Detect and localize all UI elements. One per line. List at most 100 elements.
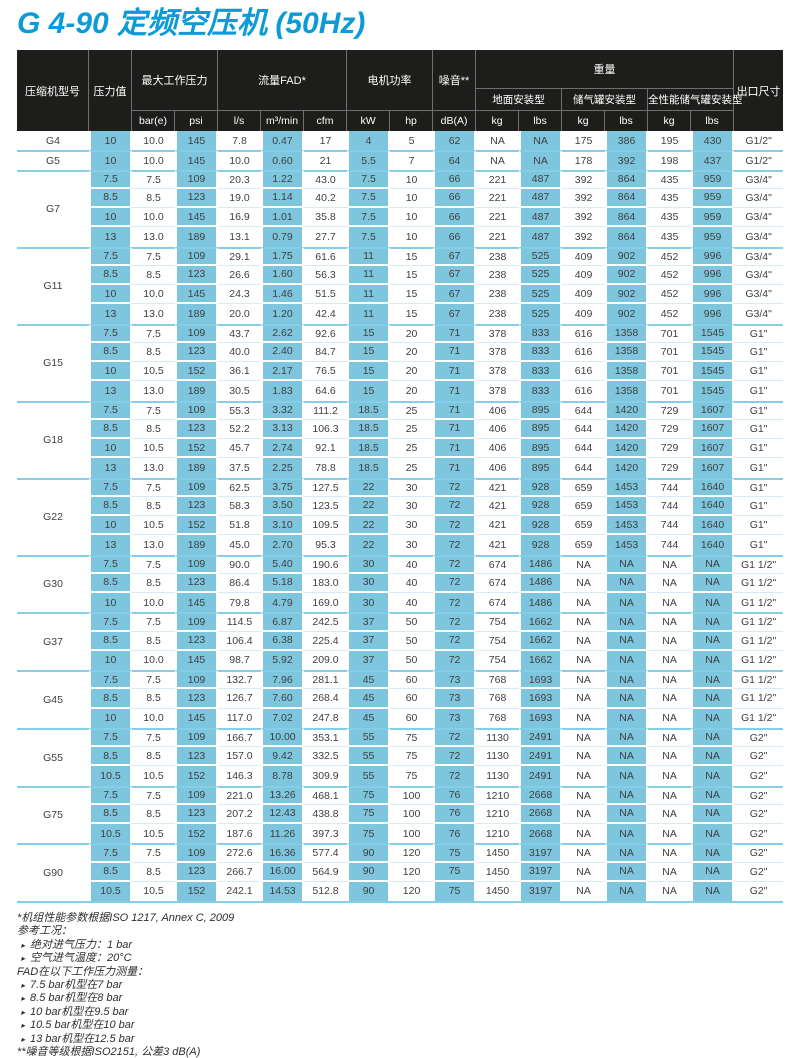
cell-outlet-size: G1" (734, 439, 784, 459)
footnote-line: 参考工况： (17, 925, 783, 938)
cell-floor-kg: 1450 (476, 862, 520, 882)
unit-l-per-s: l/s (218, 110, 261, 131)
cell-fullfeature-kg: NA (648, 785, 692, 805)
cell-m3-per-min: 3.75 (261, 477, 304, 497)
cell-psi: 109 (175, 785, 218, 805)
cell-kw: 37 (347, 650, 391, 670)
cell-tank-lbs: 392 (605, 150, 649, 170)
cell-kw: 11 (347, 246, 391, 266)
bullet-icon: ▸ (21, 1021, 26, 1031)
cell-floor-lbs: 1693 (519, 708, 563, 728)
cell-dba: 73 (433, 708, 477, 728)
cell-cfm: 95.3 (304, 535, 348, 555)
header-outlet-size: 出口尺寸 (734, 50, 784, 131)
cell-cfm: 438.8 (304, 804, 348, 824)
cell-cfm: 78.8 (304, 458, 348, 478)
cell-cfm: 40.2 (304, 188, 348, 208)
cell-bar-e: 7.5 (132, 670, 175, 690)
cell-pressure-value: 8.5 (89, 747, 132, 767)
cell-floor-kg: 1450 (476, 843, 520, 863)
cell-cfm: 169.0 (304, 593, 348, 613)
table-row: G55 7.5 7.5 109 166.7 10.00 353.1 55 75 72 1130 249… (17, 727, 784, 786)
cell-psi: 152 (175, 439, 218, 459)
cell-m3-per-min: 2.74 (261, 439, 304, 459)
cell-pressure-value: 8.5 (89, 496, 132, 516)
cell-outlet-size: G2" (734, 727, 784, 747)
cell-fullfeature-kg: NA (648, 804, 692, 824)
model-cell: G55 (17, 727, 89, 786)
cell-floor-kg: 378 (476, 362, 520, 382)
cell-dba: 72 (433, 727, 477, 747)
cell-fullfeature-lbs: NA (691, 824, 735, 844)
cell-tank-lbs: 902 (605, 304, 649, 324)
cell-dba: 71 (433, 419, 477, 439)
cell-cfm: 76.5 (304, 362, 348, 382)
cell-kw: 45 (347, 708, 391, 728)
cell-cfm: 397.3 (304, 824, 348, 844)
cell-l-per-s: 157.0 (218, 747, 261, 767)
cell-pressure-value: 8.5 (89, 689, 132, 709)
cell-tank-kg: NA (562, 766, 606, 786)
cell-l-per-s: 114.5 (218, 612, 261, 632)
cell-cfm: 564.9 (304, 862, 348, 882)
cell-floor-lbs: 895 (519, 439, 563, 459)
cell-hp: 10 (390, 169, 434, 189)
cell-psi: 109 (175, 670, 218, 690)
cell-m3-per-min: 4.79 (261, 593, 304, 613)
cell-outlet-size: G1/2" (734, 150, 784, 170)
cell-floor-lbs: 928 (519, 496, 563, 516)
cell-hp: 50 (390, 631, 434, 651)
cell-fullfeature-kg: 744 (648, 496, 692, 516)
cell-fullfeature-lbs: NA (691, 650, 735, 670)
cell-bar-e: 7.5 (132, 400, 175, 420)
cell-floor-lbs: 2491 (519, 766, 563, 786)
cell-dba: 71 (433, 458, 477, 478)
footnote-line: **噪音等级根据ISO2151, 公差3 dB(A) (17, 1046, 783, 1058)
cell-tank-lbs: NA (605, 785, 649, 805)
cell-kw: 4 (347, 131, 391, 151)
cell-tank-lbs: NA (605, 612, 649, 632)
cell-fullfeature-lbs: NA (691, 843, 735, 863)
table-row: G5 10 10.0 145 10.0 0.60 21 5.5 7 64 NA NA 178 392 198… (17, 150, 784, 170)
model-cell: G90 (17, 843, 89, 901)
cell-psi: 109 (175, 246, 218, 266)
cell-tank-lbs: 902 (605, 285, 649, 305)
cell-outlet-size: G1" (734, 477, 784, 497)
cell-floor-kg: 221 (476, 227, 520, 247)
cell-psi: 145 (175, 593, 218, 613)
cell-outlet-size: G1/2" (734, 131, 784, 151)
cell-outlet-size: G1 1/2" (734, 612, 784, 632)
bullet-icon: ▸ (21, 994, 26, 1004)
cell-floor-kg: 768 (476, 670, 520, 690)
cell-m3-per-min: 3.10 (261, 516, 304, 536)
cell-kw: 75 (347, 785, 391, 805)
bullet-icon: ▸ (21, 940, 26, 950)
cell-l-per-s: 166.7 (218, 727, 261, 747)
cell-bar-e: 10.0 (132, 150, 175, 170)
unit-tank-kg: kg (562, 110, 606, 131)
cell-psi: 123 (175, 804, 218, 824)
cell-dba: 67 (433, 285, 477, 305)
cell-bar-e: 8.5 (132, 342, 175, 362)
cell-m3-per-min: 0.47 (261, 131, 304, 151)
cell-cfm: 106.3 (304, 419, 348, 439)
table-row: 13 13.0 189 45.0 2.70 95.3 22 30 72 421 928 659 1453… (17, 535, 784, 555)
cell-psi: 109 (175, 843, 218, 863)
header-weight: 重量 (476, 50, 735, 88)
cell-l-per-s: 272.6 (218, 843, 261, 863)
cell-psi: 123 (175, 496, 218, 516)
cell-kw: 55 (347, 747, 391, 767)
cell-floor-lbs: 833 (519, 362, 563, 382)
unit-fullfeature-lbs: lbs (691, 110, 735, 131)
cell-psi: 145 (175, 150, 218, 170)
cell-outlet-size: G1" (734, 323, 784, 343)
cell-fullfeature-lbs: NA (691, 573, 735, 593)
cell-floor-kg: 238 (476, 265, 520, 285)
cell-pressure-value: 10 (89, 593, 132, 613)
header-weight-tank: 储气罐安装型 (562, 88, 649, 110)
cell-outlet-size: G1 1/2" (734, 650, 784, 670)
table-row: 8.5 8.5 123 266.7 16.00 564.9 90 120 75 1450 3197 N… (17, 862, 784, 882)
cell-fullfeature-lbs: 1640 (691, 535, 735, 555)
cell-m3-per-min: 11.26 (261, 824, 304, 844)
cell-psi: 109 (175, 477, 218, 497)
